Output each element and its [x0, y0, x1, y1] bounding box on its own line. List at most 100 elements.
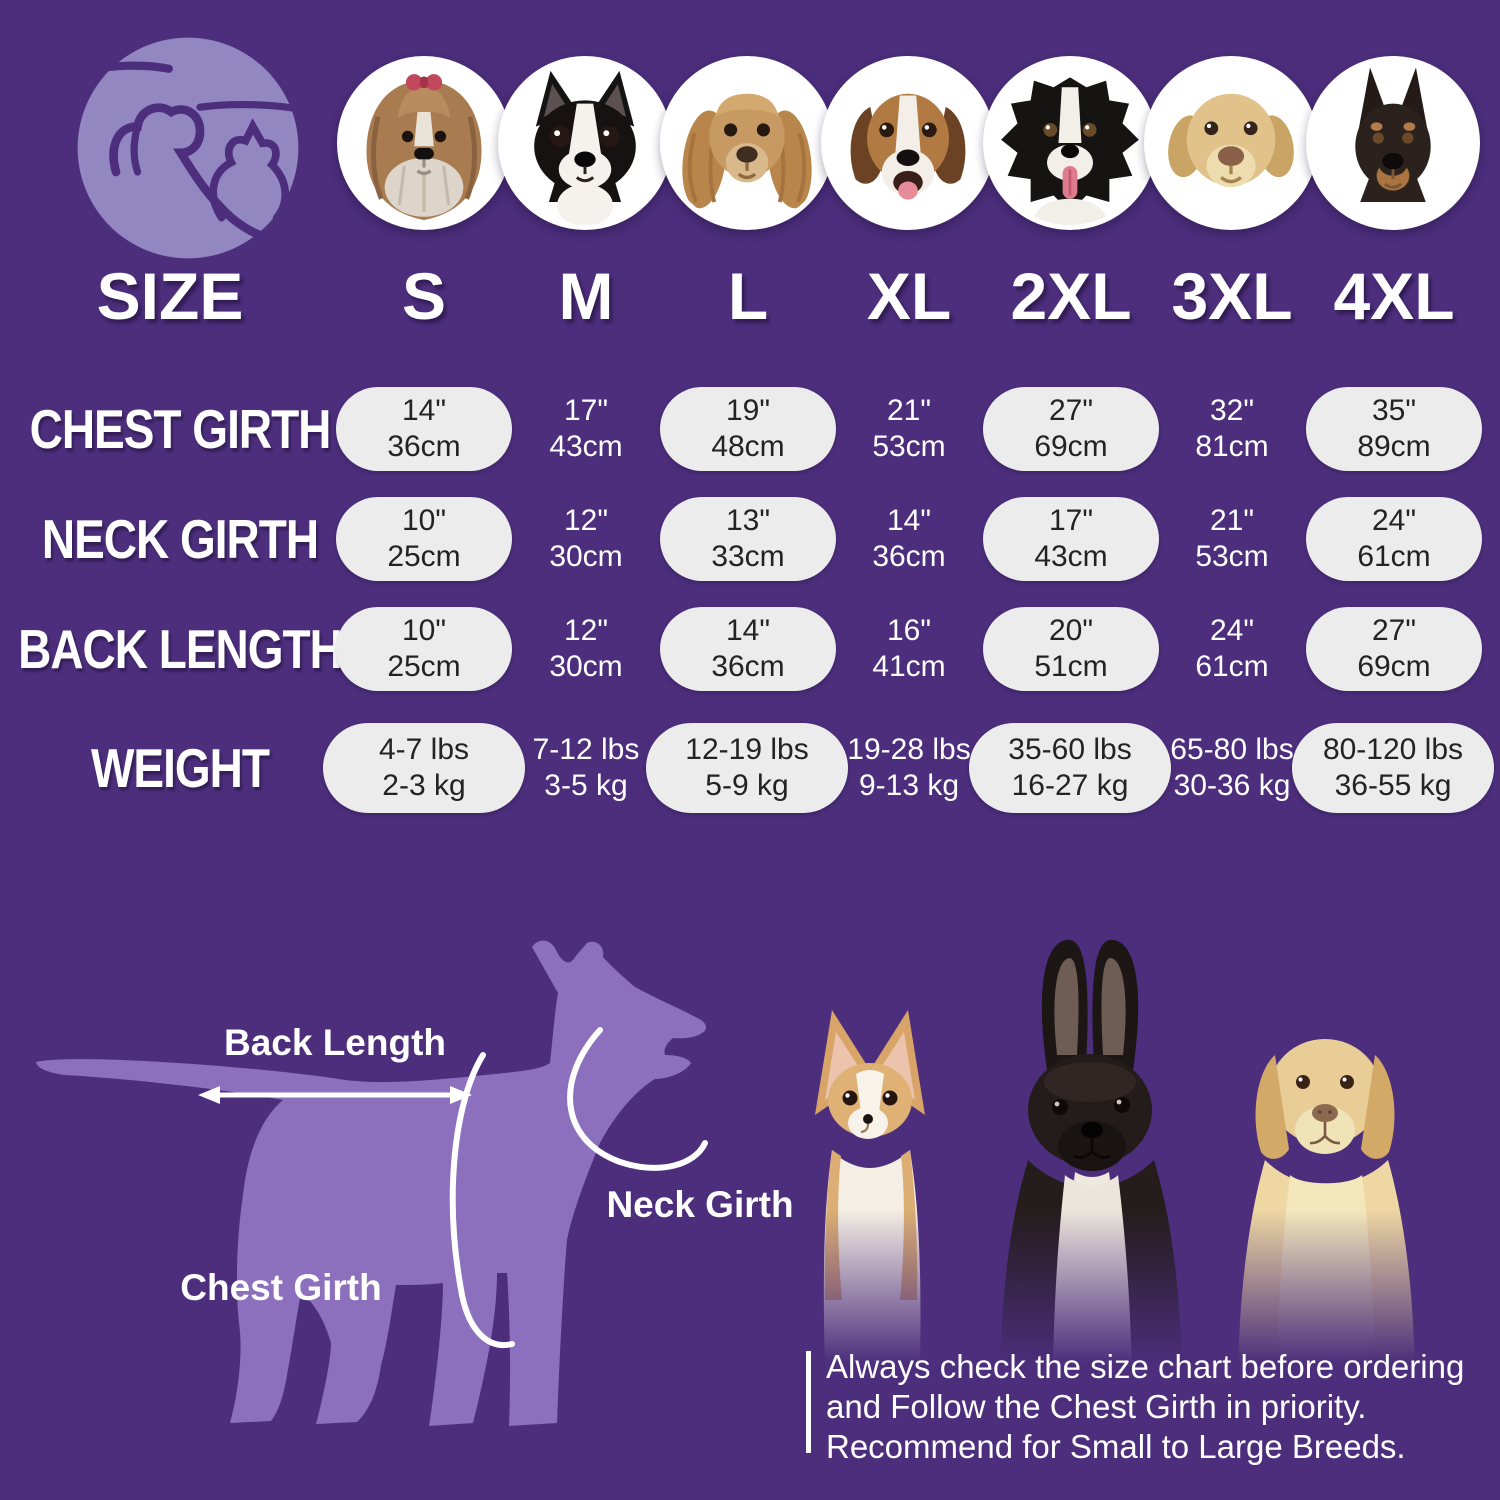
value-kg: 3-5 kg — [544, 769, 628, 802]
arrowhead-right — [450, 1086, 472, 1104]
value-in: 32" — [1209, 394, 1255, 427]
value-cm: 61cm — [1195, 650, 1269, 683]
hero-labrador — [1238, 1039, 1415, 1370]
value-in: 24" — [1209, 614, 1255, 647]
cell-chest-4xl: 35" 89cm — [1306, 387, 1482, 471]
border-collie-icon — [1001, 77, 1139, 225]
dog-silhouette — [36, 940, 707, 1426]
value-in: 13" — [725, 504, 771, 537]
cell-neck-4xl: 24" 61cm — [1306, 497, 1482, 581]
chest-girth-curve — [449, 1052, 515, 1349]
note-text: Always check the size chart before order… — [826, 1347, 1476, 1467]
value-cm: 33cm — [711, 540, 785, 573]
size-label-3xl: 3XL — [1171, 259, 1293, 333]
value-lbs: 12-19 lbs — [685, 733, 809, 766]
value-kg: 30-36 kg — [1173, 769, 1291, 802]
value-in: 14" — [725, 614, 771, 647]
cocker-spaniel-icon — [682, 93, 812, 209]
measurement-diagram: Back Length Neck Girth Chest Girth — [36, 940, 794, 1426]
note-line: Always check the size chart before order… — [826, 1348, 1465, 1385]
value-cm: 69cm — [1034, 430, 1108, 463]
cell-weight-s: 4-7 lbs 2-3 kg — [323, 723, 525, 813]
value-cm: 41cm — [872, 650, 946, 683]
breed-photo-doberman — [1306, 56, 1480, 230]
labrador-icon — [1168, 93, 1294, 188]
cell-weight-4xl: 80-120 lbs 36-55 kg — [1292, 723, 1494, 813]
doberman-icon — [1355, 67, 1431, 203]
cell-back-l: 14" 36cm — [660, 607, 836, 691]
value-cm: 43cm — [549, 430, 623, 463]
cell-chest-m: 17" 43cm — [498, 387, 674, 471]
value-in: 20" — [1048, 614, 1094, 647]
value-cm: 30cm — [549, 650, 623, 683]
size-column-header: SIZE — [96, 259, 244, 333]
cell-back-s: 10" 25cm — [336, 607, 512, 691]
cell-neck-3xl: 21" 53cm — [1144, 497, 1320, 581]
cell-neck-2xl: 17" 43cm — [983, 497, 1159, 581]
cell-back-2xl: 20" 51cm — [983, 607, 1159, 691]
value-lbs: 35-60 lbs — [1008, 733, 1132, 766]
value-cm: 36cm — [711, 650, 785, 683]
value-lbs: 19-28 lbs — [847, 733, 971, 766]
value-cm: 36cm — [872, 540, 946, 573]
value-in: 10" — [401, 504, 447, 537]
value-cm: 89cm — [1357, 430, 1431, 463]
value-kg: 16-27 kg — [1011, 769, 1129, 802]
value-lbs: 80-120 lbs — [1322, 733, 1464, 766]
value-in: 10" — [401, 614, 447, 647]
row-label-weight: WEIGHT — [91, 737, 270, 799]
shih-tzu-icon — [366, 74, 482, 221]
cell-chest-l: 19" 48cm — [660, 387, 836, 471]
value-in: 35" — [1371, 394, 1417, 427]
cell-weight-m: 7-12 lbs 3-5 kg — [485, 723, 687, 813]
value-cm: 36cm — [387, 430, 461, 463]
value-lbs: 4-7 lbs — [378, 733, 470, 766]
note-line: and Follow the Chest Girth in priority. — [826, 1388, 1367, 1425]
boston-terrier-icon — [534, 70, 636, 225]
row-label-back-length: BACK LENGTH — [18, 618, 343, 680]
cell-weight-3xl: 65-80 lbs 30-36 kg — [1131, 723, 1333, 813]
value-in: 12" — [563, 504, 609, 537]
breed-photo-cocker-spaniel — [660, 56, 834, 230]
cell-back-4xl: 27" 69cm — [1306, 607, 1482, 691]
cell-chest-3xl: 32" 81cm — [1144, 387, 1320, 471]
dog-cat-logo-icon — [73, 37, 305, 259]
value-in: 14" — [401, 394, 447, 427]
cell-neck-l: 13" 33cm — [660, 497, 836, 581]
value-lbs: 65-80 lbs — [1170, 733, 1294, 766]
cell-back-m: 12" 30cm — [498, 607, 674, 691]
value-cm: 61cm — [1357, 540, 1431, 573]
cell-chest-2xl: 27" 69cm — [983, 387, 1159, 471]
beagle-icon — [850, 93, 966, 200]
size-label-xl: XL — [866, 259, 952, 333]
breed-photo-boston-terrier — [498, 56, 672, 230]
value-in: 27" — [1371, 614, 1417, 647]
size-label-2xl: 2XL — [1010, 259, 1132, 333]
value-in: 16" — [886, 614, 932, 647]
neck-girth-curve — [567, 1027, 708, 1171]
value-cm: 25cm — [387, 650, 461, 683]
cell-weight-2xl: 35-60 lbs 16-27 kg — [969, 723, 1171, 813]
value-lbs: 7-12 lbs — [532, 733, 640, 766]
value-cm: 81cm — [1195, 430, 1269, 463]
value-cm: 30cm — [549, 540, 623, 573]
breed-photo-labrador — [1144, 56, 1318, 230]
size-label-4xl: 4XL — [1333, 259, 1455, 333]
value-kg: 2-3 kg — [382, 769, 466, 802]
value-kg: 5-9 kg — [705, 769, 789, 802]
cell-neck-s: 10" 25cm — [336, 497, 512, 581]
breed-photo-border-collie — [983, 56, 1157, 230]
cell-chest-s: 14" 36cm — [336, 387, 512, 471]
value-in: 27" — [1048, 394, 1094, 427]
value-cm: 53cm — [872, 430, 946, 463]
cell-back-3xl: 24" 61cm — [1144, 607, 1320, 691]
value-in: 21" — [1209, 504, 1255, 537]
size-label-l: L — [727, 259, 769, 333]
note-line: Recommend for Small to Large Breeds. — [826, 1428, 1406, 1465]
neck-girth-label: Neck Girth — [606, 1184, 793, 1225]
value-kg: 36-55 kg — [1334, 769, 1452, 802]
cell-back-xl: 16" 41cm — [821, 607, 997, 691]
cell-weight-xl: 19-28 lbs 9-13 kg — [808, 723, 1010, 813]
value-in: 21" — [886, 394, 932, 427]
